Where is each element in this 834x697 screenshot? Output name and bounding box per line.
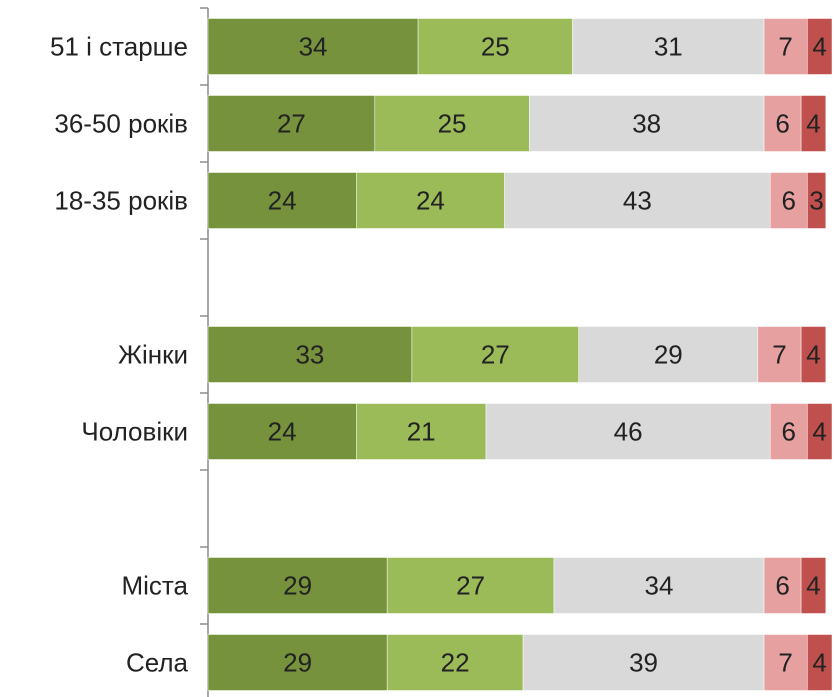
value-label: 6 — [782, 186, 796, 216]
category-label: Чоловіки — [81, 417, 188, 447]
value-label: 27 — [456, 571, 485, 601]
value-label: 24 — [268, 417, 297, 447]
value-label: 25 — [438, 109, 467, 139]
bar-segment — [769, 172, 808, 229]
value-label: 4 — [806, 109, 820, 139]
bar-segment — [207, 403, 357, 460]
value-label: 38 — [632, 109, 661, 139]
bar-segment — [386, 634, 524, 691]
value-label: 4 — [806, 340, 820, 370]
value-label: 34 — [299, 32, 328, 62]
bar-segment — [807, 634, 833, 691]
value-label: 27 — [277, 109, 306, 139]
bar-segment — [207, 95, 376, 152]
value-label: 7 — [778, 648, 792, 678]
category-label: Села — [126, 648, 189, 678]
bar-segment — [207, 172, 357, 229]
value-label: 43 — [623, 186, 652, 216]
category-label: Міста — [121, 571, 188, 601]
value-label: 6 — [775, 571, 789, 601]
bar-segment — [763, 18, 808, 75]
value-label: 6 — [775, 109, 789, 139]
value-label: 6 — [782, 417, 796, 447]
bar-segment — [807, 18, 833, 75]
bar-segment — [485, 403, 771, 460]
value-label: 7 — [772, 340, 786, 370]
bar-segment — [763, 95, 802, 152]
category-label: 18-35 років — [54, 186, 188, 216]
value-label: 4 — [812, 417, 826, 447]
bar-segment — [572, 18, 765, 75]
bar-segment — [757, 326, 802, 383]
value-label: 4 — [806, 571, 820, 601]
value-label: 7 — [778, 32, 792, 62]
bar-segment — [578, 326, 759, 383]
bar-segment — [411, 326, 579, 383]
bar-segment — [386, 557, 555, 614]
bar-segment — [207, 326, 413, 383]
value-label: 27 — [481, 340, 510, 370]
value-label: 24 — [268, 186, 297, 216]
bar-segment — [800, 326, 827, 383]
value-label: 4 — [812, 648, 826, 678]
value-label: 29 — [283, 571, 312, 601]
bar-segment — [207, 557, 388, 614]
category-label: 51 і старше — [50, 32, 188, 62]
value-label: 29 — [283, 648, 312, 678]
value-label: 25 — [481, 32, 510, 62]
bar-segment — [807, 172, 827, 229]
value-label: 29 — [654, 340, 683, 370]
bar-segment — [763, 557, 802, 614]
bar-segment — [356, 172, 505, 229]
bar-segment — [800, 557, 827, 614]
value-label: 24 — [416, 186, 445, 216]
value-label: 39 — [629, 648, 658, 678]
bar-segment — [763, 634, 808, 691]
bar-segment — [417, 18, 573, 75]
bar-segment — [522, 634, 765, 691]
value-label: 31 — [654, 32, 683, 62]
value-label: 21 — [407, 417, 436, 447]
value-label: 33 — [295, 340, 324, 370]
bar-segment — [529, 95, 765, 152]
bar-segment — [374, 95, 530, 152]
bar-segment — [207, 18, 419, 75]
category-label: Жінки — [118, 340, 188, 370]
bar-segment — [504, 172, 771, 229]
value-label: 46 — [614, 417, 643, 447]
value-label: 34 — [645, 571, 674, 601]
value-label: 22 — [441, 648, 470, 678]
bar-segment — [807, 403, 833, 460]
bar-segment — [800, 95, 827, 152]
value-label: 4 — [812, 32, 826, 62]
value-label: 3 — [809, 186, 823, 216]
category-label: 36-50 років — [54, 109, 188, 139]
